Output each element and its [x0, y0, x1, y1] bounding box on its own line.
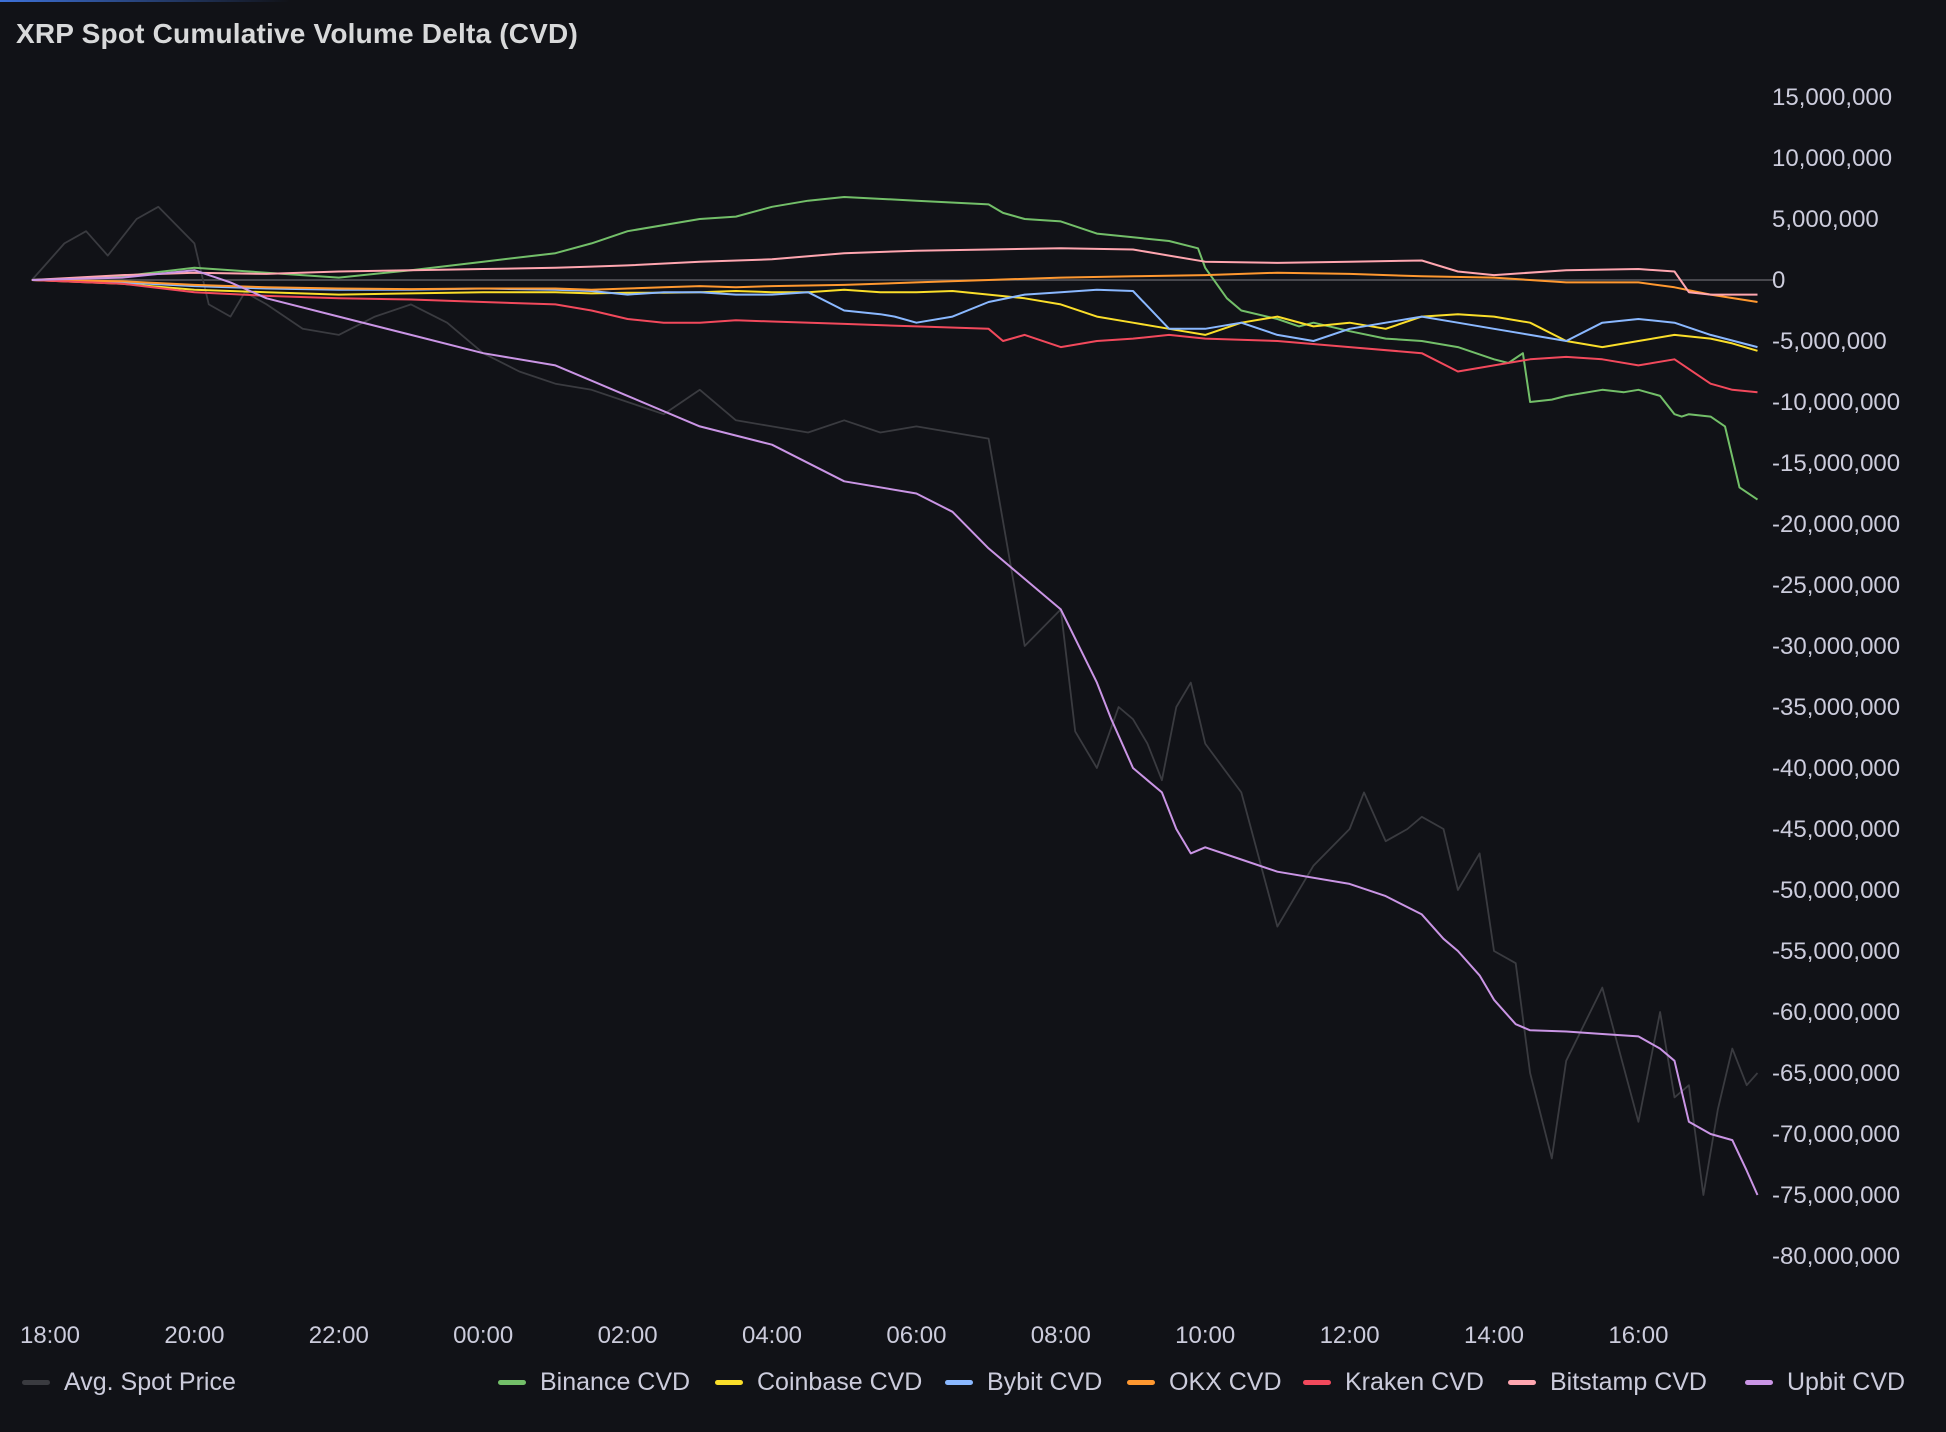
x-tick-label: 02:00 [598, 1322, 658, 1349]
legend-label: Kraken CVD [1345, 1368, 1484, 1396]
legend-label: OKX CVD [1169, 1368, 1282, 1396]
y-tick-label: 0 [1772, 267, 1785, 294]
legend-item-kraken-cvd[interactable]: Kraken CVD [1303, 1368, 1484, 1397]
series-line-okx-cvd[interactable] [31, 271, 1758, 303]
x-tick-label: 12:00 [1320, 1322, 1380, 1349]
x-tick-label: 10:00 [1175, 1322, 1235, 1349]
legend-label: Coinbase CVD [757, 1368, 923, 1396]
y-tick-label: -50,000,000 [1772, 877, 1900, 904]
series-line-avg-spot-price[interactable] [31, 205, 1759, 1196]
x-tick-label: 18:00 [20, 1322, 80, 1349]
y-tick-label: 5,000,000 [1772, 206, 1879, 233]
legend-label: Bitstamp CVD [1550, 1368, 1707, 1396]
y-tick-label: -30,000,000 [1772, 633, 1900, 660]
x-tick-label: 14:00 [1464, 1322, 1524, 1349]
x-tick-label: 00:00 [453, 1322, 513, 1349]
y-tick-label: -35,000,000 [1772, 694, 1900, 721]
cvd-line-chart[interactable]: 15,000,000 10,000,000 5,000,000 0 -5,000,000… [0, 0, 1946, 1360]
y-tick-label: 15,000,000 [1772, 84, 1892, 111]
y-tick-label: -15,000,000 [1772, 450, 1900, 477]
legend-item-upbit-cvd[interactable]: Upbit CVD [1745, 1368, 1905, 1397]
legend-item-okx-cvd[interactable]: OKX CVD [1127, 1368, 1282, 1397]
series-line-binance-cvd[interactable] [31, 196, 1759, 501]
y-tick-label: 10,000,000 [1772, 145, 1892, 172]
y-tick-label: -5,000,000 [1772, 328, 1887, 355]
y-tick-label: -40,000,000 [1772, 755, 1900, 782]
y-axis-ticks: 15,000,000 10,000,000 5,000,000 0 -5,000,000… [1772, 84, 1900, 1270]
legend-swatch [945, 1380, 973, 1385]
legend-swatch [1745, 1380, 1773, 1385]
x-tick-label: 08:00 [1031, 1322, 1091, 1349]
x-tick-label: 06:00 [886, 1322, 946, 1349]
y-tick-label: -60,000,000 [1772, 999, 1900, 1026]
series-layer [31, 196, 1759, 1196]
legend-label: Upbit CVD [1787, 1368, 1906, 1396]
legend-swatch [22, 1380, 50, 1385]
legend-item-coinbase-cvd[interactable]: Coinbase CVD [715, 1368, 922, 1397]
panel-title: XRP Spot Cumulative Volume Delta (CVD) [16, 18, 578, 49]
legend-label: Binance CVD [540, 1368, 691, 1396]
legend-item-bitstamp-cvd[interactable]: Bitstamp CVD [1508, 1368, 1707, 1397]
series-line-coinbase-cvd[interactable] [31, 279, 1758, 352]
x-axis-ticks: 18:00 20:00 22:00 00:00 02:00 04:00 06:00 08:00… [20, 1322, 1668, 1349]
x-tick-label: 22:00 [309, 1322, 369, 1349]
y-tick-label: -80,000,000 [1772, 1243, 1900, 1270]
y-tick-label: -75,000,000 [1772, 1182, 1900, 1209]
y-tick-label: -25,000,000 [1772, 572, 1900, 599]
legend-label: Bybit CVD [987, 1368, 1103, 1396]
y-tick-label: -55,000,000 [1772, 938, 1900, 965]
y-tick-label: -65,000,000 [1772, 1060, 1900, 1087]
legend-swatch [1508, 1380, 1536, 1385]
legend-item-binance-cvd[interactable]: Binance CVD [498, 1368, 690, 1397]
series-line-bitstamp-cvd[interactable] [31, 247, 1758, 296]
x-tick-label: 04:00 [742, 1322, 802, 1349]
legend: Avg. Spot Price Binance CVD Coinbase CVD By… [0, 1368, 1946, 1402]
panel-top-accent [0, 0, 290, 2]
legend-item-bybit-cvd[interactable]: Bybit CVD [945, 1368, 1102, 1397]
series-line-bybit-cvd[interactable] [31, 279, 1758, 349]
y-tick-label: -20,000,000 [1772, 511, 1900, 538]
legend-swatch [498, 1380, 526, 1385]
legend-swatch [1303, 1380, 1331, 1385]
y-tick-label: -45,000,000 [1772, 816, 1900, 843]
x-tick-label: 20:00 [164, 1322, 224, 1349]
legend-label: Avg. Spot Price [64, 1368, 236, 1396]
legend-swatch [715, 1380, 743, 1385]
series-line-upbit-cvd[interactable] [31, 269, 1759, 1196]
series-line-kraken-cvd[interactable] [31, 279, 1758, 394]
legend-item-avg-spot-price[interactable]: Avg. Spot Price [22, 1368, 236, 1397]
y-tick-label: -10,000,000 [1772, 389, 1900, 416]
legend-swatch [1127, 1380, 1155, 1385]
x-tick-label: 16:00 [1608, 1322, 1668, 1349]
y-tick-label: -70,000,000 [1772, 1121, 1900, 1148]
